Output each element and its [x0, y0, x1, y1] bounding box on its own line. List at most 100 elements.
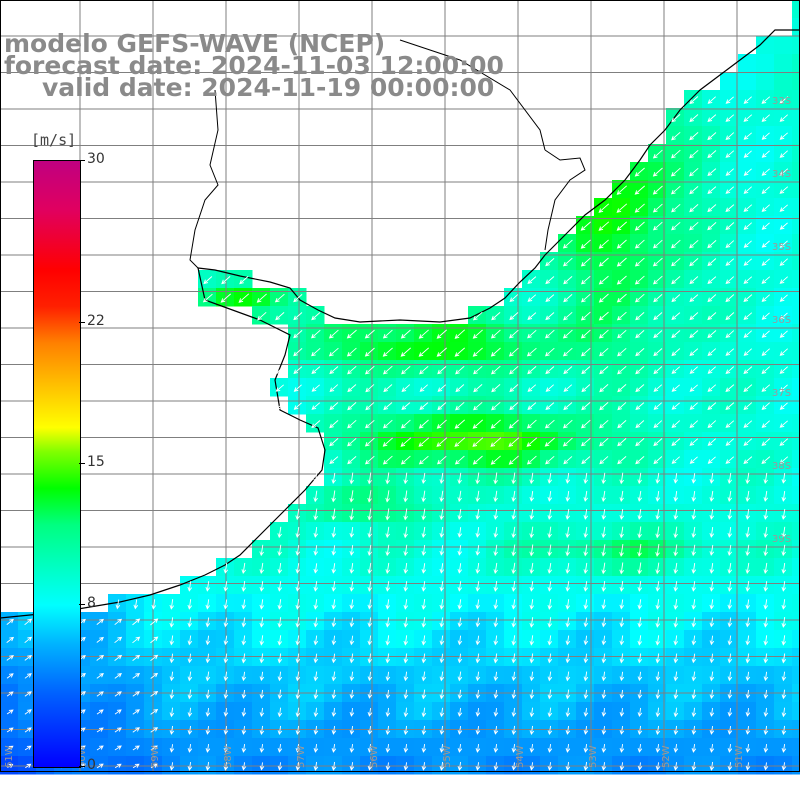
wind-cell — [468, 738, 487, 757]
wind-arrow — [707, 204, 717, 213]
wind-cell — [612, 576, 631, 595]
wind-cell — [738, 396, 757, 415]
wind-arrow — [709, 508, 715, 520]
wind-arrow — [691, 617, 697, 628]
wind-cell — [720, 396, 739, 415]
wind-cell — [648, 756, 667, 775]
wind-cell — [378, 378, 397, 397]
wind-cell — [648, 738, 667, 757]
wind-arrow — [293, 384, 302, 392]
wind-arrow — [205, 726, 211, 735]
wind-arrow — [25, 763, 32, 769]
wind-arrow — [475, 744, 481, 753]
wind-cell — [468, 540, 487, 559]
longitude-label: 54W — [515, 745, 526, 768]
wind-arrow — [259, 762, 265, 771]
wind-cell — [612, 216, 631, 235]
wind-cell — [324, 522, 343, 541]
wind-cell — [738, 558, 757, 577]
wind-cell — [630, 738, 649, 757]
wind-cell — [792, 126, 800, 145]
wind-cell — [450, 738, 469, 757]
wind-arrow — [671, 203, 681, 213]
wind-arrow — [725, 366, 735, 375]
wind-arrow — [743, 402, 753, 411]
wind-cell — [612, 738, 631, 757]
wind-cell — [234, 576, 253, 595]
wind-cell — [792, 396, 800, 415]
wind-arrow — [329, 384, 339, 393]
wind-arrow — [529, 544, 534, 557]
wind-cell — [540, 756, 559, 775]
wind-arrow — [403, 744, 409, 753]
wind-cell — [558, 666, 577, 685]
wind-cell — [666, 432, 685, 451]
wind-arrow — [637, 635, 643, 646]
wind-arrow — [779, 312, 788, 320]
wind-cell — [684, 702, 703, 721]
wind-arrow — [511, 653, 517, 664]
wind-cell — [648, 432, 667, 451]
wind-arrow — [745, 562, 750, 575]
wind-cell — [774, 306, 793, 325]
wind-arrow — [689, 438, 699, 446]
wind-cell — [702, 270, 721, 289]
wind-cell — [576, 468, 595, 487]
wind-cell — [756, 756, 775, 775]
wind-cell — [252, 594, 271, 613]
wind-cell — [342, 666, 361, 685]
wind-arrow — [529, 508, 535, 520]
wind-arrow — [637, 526, 642, 539]
wind-arrow — [601, 472, 606, 485]
wind-cell — [198, 612, 217, 631]
wind-cell — [540, 738, 559, 757]
wind-cell — [288, 756, 307, 775]
forecast-date: forecast date: 2024-11-03 12:00:00 — [4, 51, 504, 80]
wind-arrow — [331, 744, 337, 753]
wind-cell — [630, 486, 649, 505]
wind-arrow — [367, 581, 373, 592]
wind-cell — [702, 378, 721, 397]
wind-cell — [792, 522, 800, 541]
wind-cell — [252, 738, 271, 757]
wind-cell — [648, 414, 667, 433]
wind-vectors — [6, 96, 789, 771]
wind-arrow — [727, 762, 733, 771]
wind-cell — [558, 738, 577, 757]
wind-arrow — [671, 312, 681, 321]
wind-cell — [468, 486, 487, 505]
wind-arrow — [689, 96, 699, 105]
wind-cell — [486, 324, 505, 343]
wind-arrow — [349, 653, 355, 664]
wind-cell — [360, 702, 379, 721]
wind-arrow — [619, 635, 625, 646]
wind-cell — [342, 558, 361, 577]
wind-cell — [288, 360, 307, 379]
wind-arrow — [601, 744, 607, 753]
wind-arrow — [439, 707, 445, 718]
wind-arrow — [223, 653, 229, 664]
wind-cell — [648, 324, 667, 343]
wind-cell — [486, 738, 505, 757]
wind-arrow — [439, 472, 445, 485]
wind-cell — [468, 630, 487, 649]
wind-arrow — [295, 599, 301, 610]
wind-cell — [792, 432, 800, 451]
wind-arrow — [151, 599, 157, 610]
wind-cell — [738, 324, 757, 343]
wind-cell — [684, 504, 703, 523]
wind-cell — [684, 522, 703, 541]
wind-arrow — [673, 725, 679, 736]
wind-cell — [594, 540, 613, 559]
wind-cell — [774, 486, 793, 505]
wind-arrow — [473, 384, 483, 393]
wind-cell — [396, 414, 415, 433]
wind-cell — [450, 342, 469, 361]
wind-arrow — [583, 761, 589, 771]
wind-cell — [486, 450, 505, 469]
wind-cell — [594, 378, 613, 397]
wind-cell — [738, 756, 757, 775]
wind-arrow — [547, 689, 553, 700]
wind-cell — [720, 90, 739, 109]
